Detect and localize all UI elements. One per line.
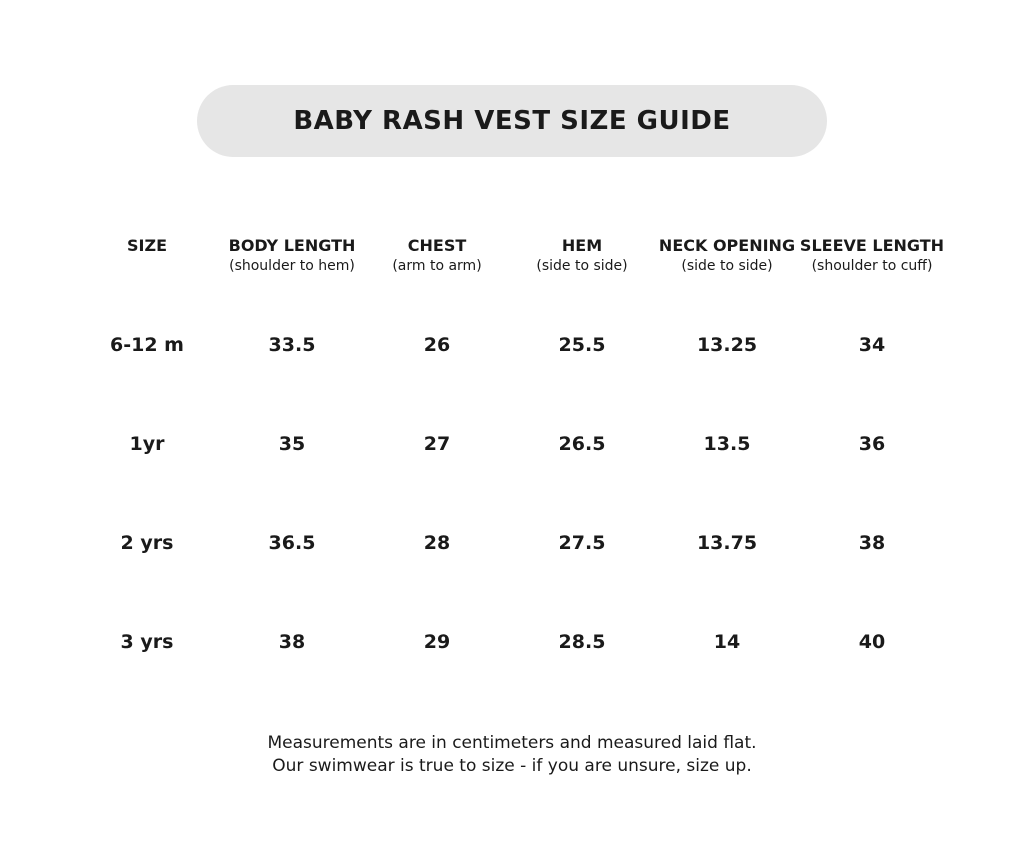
measurement: 34 [858,334,886,356]
column-subheader: (arm to arm) [392,258,482,274]
measurement: 26.5 [558,433,606,455]
measurement: 14 [713,631,741,653]
footer-line: Measurements are in centimeters and meas… [267,733,757,753]
measurement: 27.5 [558,532,606,554]
measurement: 36 [858,433,886,455]
column-header: SIZE [126,236,168,255]
measurement: 40 [858,631,886,653]
column-subheader: (side to side) [536,258,628,274]
size-label: 1yr [129,433,165,455]
column-subheader: (shoulder to hem) [229,258,355,274]
footer-line: Our swimwear is true to size - if you ar… [272,756,752,776]
measurement: 28.5 [558,631,606,653]
size-label: 2 yrs [120,532,174,554]
column-subheader: (shoulder to cuff) [811,258,933,274]
measurement: 38 [278,631,306,653]
measurement: 25.5 [558,334,606,356]
measurement: 35 [278,433,306,455]
title: BABY RASH VEST SIZE GUIDE [197,85,827,157]
column-header: SLEEVE LENGTH [799,236,945,255]
column-header: NECK OPENING [658,236,796,255]
measurement: 13.5 [703,433,751,455]
column-header: HEM [561,236,603,255]
size-label: 3 yrs [120,631,174,653]
measurement: 13.75 [696,532,758,554]
measurement: 29 [423,631,451,653]
measurement: 33.5 [268,334,316,356]
column-header: BODY LENGTH [228,236,356,255]
measurement: 36.5 [268,532,316,554]
column-subheader: (side to side) [681,258,773,274]
measurement: 38 [858,532,886,554]
size-label: 6-12 m [110,334,184,356]
measurement: 28 [423,532,451,554]
column-header: CHEST [407,236,467,255]
measurement: 27 [423,433,451,455]
measurement: 26 [423,334,451,356]
measurement: 13.25 [696,334,758,356]
